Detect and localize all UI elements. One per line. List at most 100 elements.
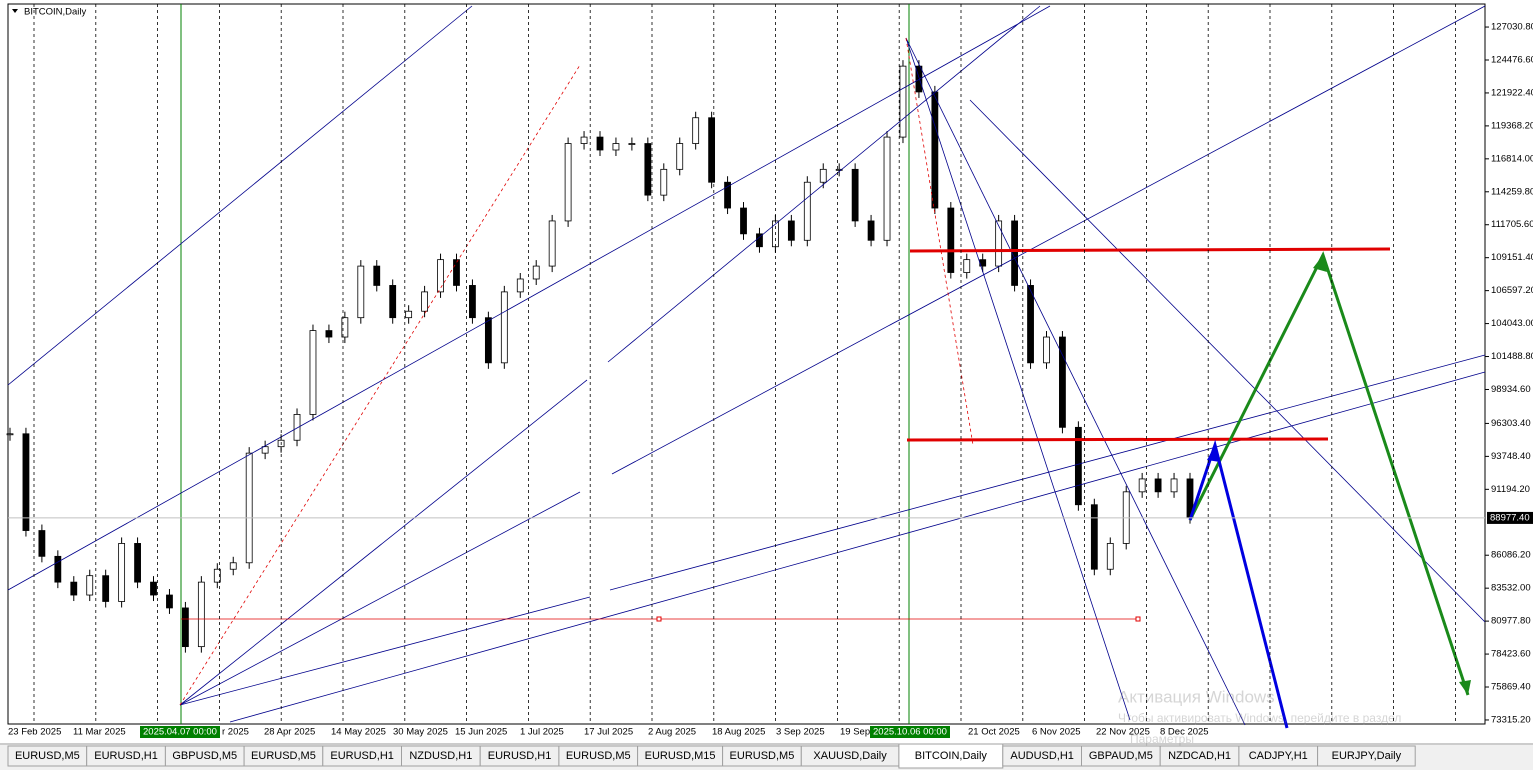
tab-label[interactable]: NZDCAD,H1 bbox=[1168, 750, 1231, 762]
candle bbox=[883, 131, 891, 247]
watermark: Чтобы активировать Windows, перейдите в … bbox=[1118, 711, 1401, 725]
trend-line bbox=[905, 37, 1246, 726]
candle bbox=[740, 202, 747, 240]
tab-label[interactable]: EURUSD,M5 bbox=[15, 750, 80, 762]
candle bbox=[38, 524, 46, 563]
tab-label[interactable]: AUDUSD,H1 bbox=[1010, 750, 1074, 762]
candle bbox=[325, 324, 333, 344]
x-tick-label: 15 Jun 2025 bbox=[455, 727, 507, 738]
candle-body bbox=[740, 207, 747, 235]
candle-body bbox=[213, 568, 221, 583]
watermark: Активация Windows bbox=[1118, 687, 1275, 706]
tab-label[interactable]: GBPAUD,M5 bbox=[1089, 750, 1153, 762]
tab-label[interactable]: EURUSD,M5 bbox=[251, 750, 316, 762]
candle bbox=[1059, 331, 1066, 434]
tab-label[interactable]: BITCOIN,Daily bbox=[915, 750, 988, 762]
x-tick-label: 23 Feb 2025 bbox=[8, 727, 61, 738]
candle-body bbox=[118, 543, 126, 602]
x-tick-label: 11 Mar 2025 bbox=[73, 727, 126, 738]
candle-body bbox=[1027, 285, 1034, 364]
candle-body bbox=[803, 181, 811, 241]
candle bbox=[373, 260, 381, 292]
trend-line bbox=[229, 371, 1486, 723]
tab-label[interactable]: EURUSD,M5 bbox=[730, 750, 795, 762]
crosshair-box bbox=[870, 726, 950, 738]
candle bbox=[995, 214, 1003, 273]
candle bbox=[1011, 214, 1018, 292]
candle bbox=[22, 427, 30, 537]
candle bbox=[469, 279, 476, 324]
tab[interactable] bbox=[1317, 745, 1416, 767]
candle bbox=[628, 137, 636, 151]
tab-label[interactable]: CADJPY,H1 bbox=[1249, 750, 1308, 762]
tab-label[interactable]: GBPUSD,M5 bbox=[172, 750, 237, 762]
y-tick-label: 106597.20 bbox=[1491, 285, 1533, 296]
candle bbox=[803, 176, 811, 247]
candle-body bbox=[500, 291, 508, 364]
candle-body bbox=[437, 259, 444, 293]
crosshair-box bbox=[140, 726, 220, 738]
trend-line bbox=[179, 379, 588, 706]
tab[interactable] bbox=[898, 743, 1004, 769]
candle bbox=[357, 260, 365, 324]
watermark: Параметры bbox=[1130, 732, 1194, 746]
tab-label[interactable]: EURJPY,Daily bbox=[1332, 750, 1402, 762]
candle bbox=[1074, 421, 1082, 511]
candle-body bbox=[1011, 220, 1018, 286]
candle bbox=[596, 131, 604, 156]
candle bbox=[197, 576, 205, 653]
candle-body bbox=[341, 317, 349, 338]
level-line bbox=[909, 247, 1391, 253]
arrow-head bbox=[1207, 445, 1220, 462]
candle bbox=[851, 163, 859, 227]
tab-label[interactable]: EURUSD,H1 bbox=[330, 750, 394, 762]
candle bbox=[293, 408, 301, 447]
candle-body bbox=[1170, 478, 1178, 493]
tab-label[interactable]: EURUSD,H1 bbox=[488, 750, 552, 762]
x-tick-label: 6 Nov 2025 bbox=[1032, 727, 1081, 738]
trend-line bbox=[179, 596, 591, 706]
drawings bbox=[7, 4, 1486, 729]
candle bbox=[724, 176, 731, 215]
candle-body bbox=[453, 259, 460, 286]
y-tick-label: 86086.20 bbox=[1491, 550, 1531, 561]
candle bbox=[787, 214, 795, 247]
candle bbox=[1106, 537, 1114, 576]
candle-body bbox=[899, 65, 907, 138]
y-tick-label: 93748.40 bbox=[1491, 451, 1531, 462]
candle-body bbox=[325, 330, 333, 338]
candle bbox=[947, 202, 955, 279]
tab-label[interactable]: EURUSD,M15 bbox=[645, 750, 716, 762]
y-tick-label: 78423.60 bbox=[1491, 649, 1531, 660]
candle bbox=[500, 285, 508, 369]
y-tick-label: 104043.00 bbox=[1491, 318, 1533, 329]
candle-body bbox=[197, 581, 205, 648]
candle bbox=[166, 589, 173, 614]
menu-icon[interactable] bbox=[12, 9, 18, 13]
candle-body bbox=[1059, 336, 1066, 428]
candle-body bbox=[484, 317, 492, 364]
candle bbox=[6, 427, 14, 441]
y-tick-label: 98934.60 bbox=[1491, 384, 1531, 395]
candle bbox=[612, 137, 620, 156]
candle bbox=[819, 163, 827, 189]
candle-body bbox=[70, 581, 78, 596]
candle bbox=[86, 569, 94, 602]
x-tick-label: r 2025 bbox=[222, 727, 249, 738]
candle bbox=[532, 260, 540, 285]
y-tick-label: 124476.60 bbox=[1491, 55, 1533, 66]
candle-body bbox=[612, 143, 620, 151]
candle bbox=[931, 85, 939, 215]
tab-label[interactable]: NZDUSD,H1 bbox=[409, 750, 472, 762]
tab-label[interactable]: EURUSD,H1 bbox=[94, 750, 158, 762]
candle-body bbox=[1043, 336, 1050, 364]
tab-label[interactable]: EURUSD,M5 bbox=[566, 750, 631, 762]
candle-body bbox=[229, 562, 237, 570]
candle-body bbox=[883, 136, 891, 241]
x-tick-label: 17 Jul 2025 bbox=[584, 727, 633, 738]
candle-body bbox=[787, 220, 795, 241]
candle-body bbox=[516, 278, 524, 293]
candle-body bbox=[596, 136, 604, 151]
y-tick-label: 83532.00 bbox=[1491, 583, 1531, 594]
tab-label[interactable]: XAUUSD,Daily bbox=[813, 750, 887, 762]
